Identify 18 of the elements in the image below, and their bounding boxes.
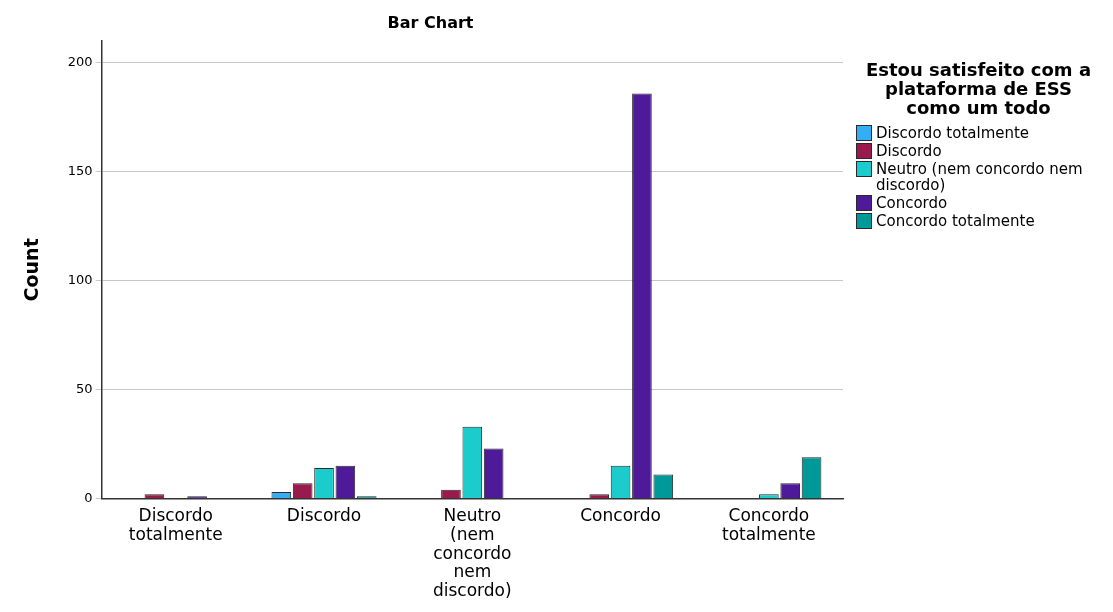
x-tick-label: Discordo xyxy=(286,505,362,526)
chart-title: Bar Chart xyxy=(387,12,474,32)
y-tick-label: 150 xyxy=(67,163,93,179)
x-tick-label: Concordo totalmente xyxy=(721,505,816,544)
legend-label: Concordo totalmente xyxy=(876,212,1035,230)
legend-label: Discordo xyxy=(876,142,942,160)
x-tick-label: Concordo xyxy=(580,505,661,526)
y-tick-label: 200 xyxy=(67,54,93,70)
y-tick-label: 0 xyxy=(84,489,93,505)
x-tick-label: Neutro (nem concordo nem discordo) xyxy=(432,505,512,601)
legend-label: Concordo xyxy=(876,194,948,212)
legend-label: Neutro (nem concordo nem discordo) xyxy=(876,160,1084,194)
legend-label: Discordo totalmente xyxy=(876,124,1030,142)
x-tick-label: Discordo totalmente xyxy=(128,505,223,544)
y-tick-label: 50 xyxy=(76,380,93,396)
legend-title: Estou satisfeito com a plataforma de ESS como um todo xyxy=(864,59,1093,118)
y-axis-title: Count xyxy=(20,238,43,302)
y-tick-label: 100 xyxy=(67,272,93,288)
